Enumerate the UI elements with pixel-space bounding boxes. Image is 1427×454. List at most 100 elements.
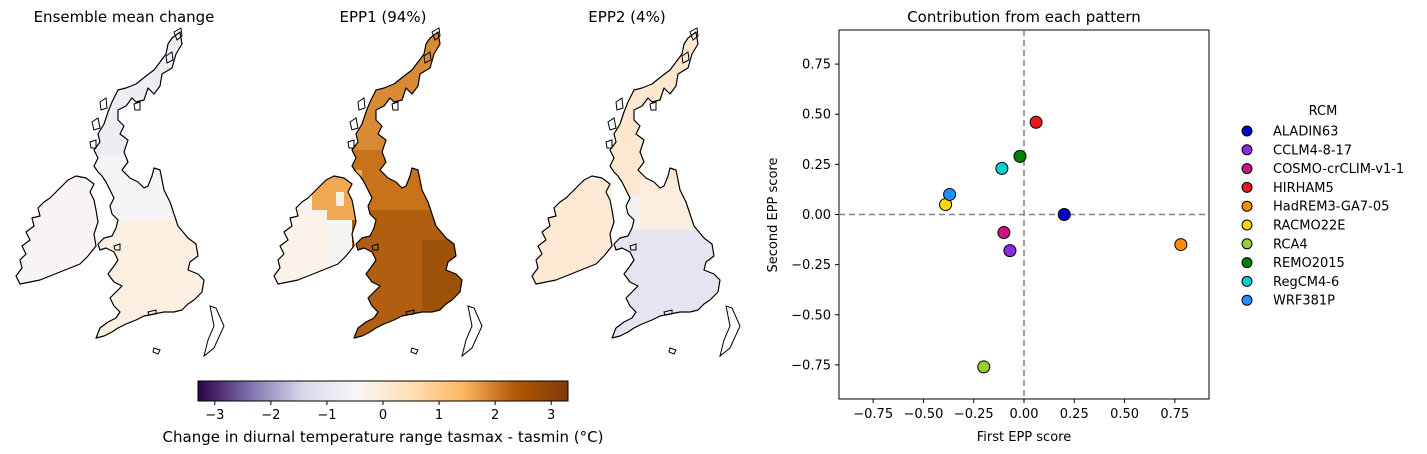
colorbar-label: Change in diurnal temperature range tasm… <box>163 428 604 446</box>
map-fill-region <box>16 180 99 300</box>
island-outline <box>349 117 359 131</box>
ireland-outline <box>15 175 99 285</box>
x-tick-label: 0.50 <box>1110 407 1139 422</box>
island-outline <box>423 51 432 64</box>
legend-label: HIRHAM5 <box>1273 181 1334 196</box>
island-outline <box>431 27 441 41</box>
colorbar-tick-label: 3 <box>547 408 555 423</box>
island-outline <box>347 139 355 149</box>
point-hirham5 <box>1029 115 1043 129</box>
legend-marker <box>1241 294 1253 306</box>
island-outline <box>681 51 690 64</box>
colorbar-tick-label: −1 <box>317 408 336 423</box>
island-outline <box>133 101 141 111</box>
y-tick-label: 0.25 <box>802 158 831 173</box>
y-tick-label: 0.75 <box>802 58 831 73</box>
island-outline <box>605 139 613 149</box>
y-tick-label: −0.50 <box>791 308 831 323</box>
point-cclm4-8-17 <box>1003 244 1017 258</box>
legend-label: COSMO-crCLIM-v1-1 <box>1273 162 1404 177</box>
legend-label: REMO2015 <box>1273 256 1345 271</box>
island-outline <box>615 97 624 111</box>
island-outline <box>147 309 157 316</box>
point-cosmo-crclim-v1-1 <box>997 226 1011 240</box>
legend-marker <box>1241 275 1253 287</box>
legend-marker <box>1241 219 1253 231</box>
point-regcm4-6 <box>995 161 1009 175</box>
island-outline <box>461 305 483 358</box>
island-outline <box>371 243 379 251</box>
legend-label: HadREM3-GA7-05 <box>1273 200 1389 215</box>
legend-label: WRF381P <box>1273 294 1335 309</box>
island-outline <box>668 347 677 355</box>
map-fill-region <box>274 210 327 300</box>
y-tick-label: 0.50 <box>802 108 831 123</box>
island-outline <box>649 101 657 111</box>
island-outline <box>629 243 637 251</box>
legend-label: ALADIN63 <box>1273 125 1338 140</box>
x-tick-label: 0.25 <box>1060 407 1089 422</box>
legend: RCM ALADIN63 CCLM4-8-17 COSMO-crCLIM-v1-1 H… <box>1241 104 1404 309</box>
island-outline <box>405 309 415 316</box>
ireland-outline <box>531 175 615 285</box>
map-title-epp1: EPP1 (94%) <box>340 8 427 26</box>
map-fill-region <box>94 220 204 338</box>
island-outline <box>357 97 366 111</box>
island-outline <box>203 305 225 358</box>
x-tick-label: −0.75 <box>853 407 893 422</box>
point-rca4 <box>977 360 991 374</box>
map-fill-region <box>336 192 344 206</box>
map-fill-region <box>640 180 720 230</box>
legend-label: RCA4 <box>1273 237 1308 252</box>
island-outline <box>99 97 108 111</box>
island-outline <box>391 101 399 111</box>
point-wrf381p <box>943 187 957 201</box>
x-tick-label: 0.75 <box>1160 407 1189 422</box>
scatter-title: Contribution from each pattern <box>907 8 1141 26</box>
island-outline <box>91 117 101 131</box>
island-outline <box>113 243 121 251</box>
map-title-ensemble: Ensemble mean change <box>34 8 215 26</box>
x-tick-label: −0.25 <box>954 407 994 422</box>
colorbar-gradient <box>197 380 569 402</box>
island-outline <box>89 139 97 149</box>
colorbar-tick-label: 0 <box>379 408 387 423</box>
island-outline <box>173 27 183 41</box>
legend-marker <box>1241 163 1253 175</box>
legend-marker <box>1241 144 1253 156</box>
legend-label: RACMO22E <box>1273 219 1345 234</box>
x-tick-label: 0.00 <box>1010 407 1039 422</box>
ireland-outline <box>273 175 357 285</box>
colorbar-tick-label: 1 <box>435 408 443 423</box>
scatter-plot: −0.75 −0.50 −0.25 0.00 0.25 0.50 0.75 0.75 0.50… <box>766 29 1210 445</box>
colorbar-tick-label: −2 <box>261 408 280 423</box>
ensemble-mean-map <box>15 27 225 358</box>
colorbar-tick-label: −3 <box>205 408 224 423</box>
colorbar: −3 −2 −1 0 1 2 3 Change in diurnal temperature… <box>163 380 604 446</box>
legend-marker <box>1241 238 1253 250</box>
point-remo2015 <box>1013 149 1027 163</box>
point-aladin63 <box>1057 208 1071 221</box>
legend-marker <box>1241 181 1253 193</box>
y-tick-label: 0.00 <box>802 208 831 223</box>
legend-title: RCM <box>1309 104 1338 119</box>
legend-marker <box>1241 125 1253 137</box>
x-tick-label: −0.50 <box>904 407 944 422</box>
great-britain-outline <box>609 31 721 339</box>
y-tick-label: −0.25 <box>791 258 831 273</box>
island-outline <box>719 305 741 358</box>
epp1-map <box>273 27 483 358</box>
epp2-map <box>531 27 741 358</box>
island-outline <box>410 347 419 355</box>
island-outline <box>663 309 673 316</box>
legend-marker <box>1241 200 1253 212</box>
legend-label: CCLM4-8-17 <box>1273 143 1352 158</box>
island-outline <box>165 51 174 64</box>
great-britain-outline <box>93 31 205 339</box>
map-fill-region <box>352 32 462 165</box>
legend-label: RegCM4-6 <box>1273 275 1339 290</box>
y-tick-label: −0.75 <box>791 358 831 373</box>
great-britain-outline <box>351 31 463 339</box>
point-hadrem3-ga7-05 <box>1174 238 1188 252</box>
colorbar-tick-label: 2 <box>491 408 499 423</box>
